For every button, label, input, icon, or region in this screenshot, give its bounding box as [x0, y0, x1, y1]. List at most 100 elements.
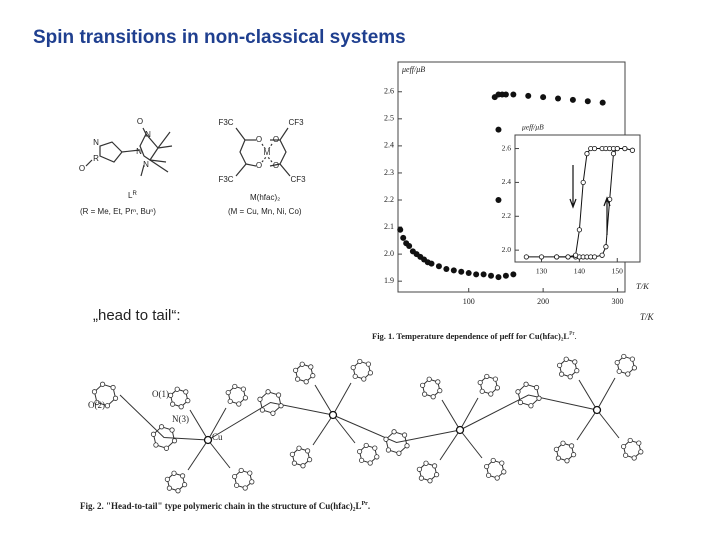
figure1-caption-end: . — [574, 331, 576, 341]
arrow — [569, 165, 577, 209]
figure1-caption-text: Fig. 1. Temperature dependence of μeff f… — [372, 331, 569, 341]
data-point — [614, 145, 620, 152]
data-point — [473, 271, 480, 278]
data-point — [480, 271, 487, 278]
atom — [180, 473, 186, 479]
atom — [259, 407, 266, 413]
atom — [572, 359, 578, 365]
atom — [233, 482, 240, 488]
atom — [385, 447, 392, 453]
atom — [365, 361, 372, 367]
slide-title: Spin transitions in non-classical system… — [33, 27, 406, 48]
atom — [225, 389, 231, 396]
figure2-caption: Fig. 2. "Head-to-tail" type polymeric ch… — [80, 501, 370, 511]
atom — [270, 410, 276, 416]
atom — [363, 442, 369, 449]
atom-label: O — [256, 135, 262, 144]
atom — [501, 469, 507, 475]
figure2-caption-text: Fig. 2. "Head-to-tail" type polymeric ch… — [80, 501, 362, 511]
bond — [439, 429, 461, 461]
atom-label: N — [93, 138, 99, 147]
atom — [631, 455, 637, 461]
bond — [207, 439, 231, 469]
atom — [310, 373, 316, 379]
bond — [207, 407, 227, 441]
atom-label: O(2) — [88, 400, 105, 410]
atom-label: F3C — [218, 118, 233, 127]
data-point — [458, 268, 465, 275]
bond — [189, 409, 209, 441]
atom — [426, 376, 432, 382]
y-tick-label: 2.2 — [384, 195, 394, 204]
atom — [494, 475, 500, 481]
complex-note: (M = Cu, Mn, Ni, Co) — [228, 207, 302, 216]
data-point — [495, 126, 502, 133]
atom — [433, 472, 440, 478]
atom — [499, 460, 505, 466]
x-axis-label: T/K — [636, 281, 650, 291]
atom — [293, 367, 299, 373]
bond — [312, 414, 334, 446]
atom — [553, 446, 560, 452]
atom — [240, 386, 247, 392]
data-point — [565, 254, 571, 260]
atom-label: F3C — [218, 175, 233, 184]
structure-hfac — [235, 127, 291, 177]
y-tick-label: 2.0 — [384, 249, 394, 258]
metal-atom — [328, 410, 338, 420]
atom — [569, 443, 575, 449]
chain-bond — [459, 394, 598, 431]
atom-label: O — [273, 161, 279, 170]
data-point — [495, 197, 502, 203]
atom — [171, 470, 177, 476]
bond — [187, 439, 209, 471]
structure-ligand — [85, 127, 173, 177]
atom — [574, 368, 580, 374]
atom — [166, 485, 172, 491]
atom — [236, 401, 242, 407]
arrow — [603, 196, 611, 235]
atom — [294, 376, 301, 382]
atom-label: O — [256, 161, 262, 170]
atom — [300, 463, 306, 469]
atom — [435, 379, 441, 385]
chain-bond — [207, 401, 334, 441]
atom — [150, 431, 157, 437]
bond — [314, 384, 334, 416]
atom — [564, 458, 570, 464]
atom — [242, 485, 248, 491]
data-point — [622, 145, 628, 152]
atom — [358, 457, 365, 463]
atom — [350, 364, 356, 371]
metal-atom — [592, 405, 602, 415]
atom — [427, 478, 433, 484]
y-tick-label: 2.0 — [502, 245, 512, 254]
atom — [555, 455, 561, 461]
atom — [112, 395, 119, 401]
atom — [232, 473, 238, 480]
data-point — [584, 151, 590, 157]
figure1-caption-sup: Pr — [569, 331, 574, 337]
atom — [174, 386, 180, 392]
atom — [169, 427, 175, 433]
data-point — [397, 226, 404, 233]
data-point — [555, 95, 562, 102]
bond — [441, 399, 461, 431]
atom — [361, 376, 367, 382]
data-point — [510, 271, 517, 278]
data-point — [502, 91, 509, 98]
atom — [560, 440, 566, 446]
atom — [423, 460, 429, 466]
data-point — [580, 179, 586, 186]
atom — [437, 388, 443, 394]
complex-label: M(hfac)₂ — [250, 193, 280, 202]
atom — [484, 373, 490, 380]
data-point — [599, 99, 606, 106]
bond — [596, 377, 616, 411]
atom — [171, 438, 178, 444]
data-point — [465, 270, 472, 277]
atom — [185, 398, 191, 404]
atom — [305, 448, 311, 454]
atom — [416, 466, 423, 472]
atom — [357, 448, 363, 455]
